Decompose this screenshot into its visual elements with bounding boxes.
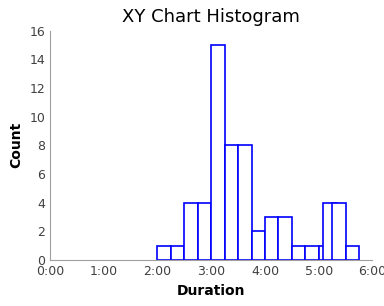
- Bar: [292, 246, 305, 260]
- Bar: [238, 145, 252, 260]
- Bar: [346, 246, 359, 260]
- Bar: [323, 203, 337, 260]
- Y-axis label: Count: Count: [10, 122, 24, 169]
- Bar: [184, 203, 198, 260]
- Title: XY Chart Histogram: XY Chart Histogram: [122, 8, 300, 26]
- Bar: [319, 246, 332, 260]
- Bar: [332, 203, 346, 260]
- Bar: [265, 217, 278, 260]
- Bar: [157, 246, 171, 260]
- X-axis label: Duration: Duration: [177, 284, 245, 297]
- Bar: [305, 246, 319, 260]
- Bar: [198, 203, 211, 260]
- Bar: [171, 246, 184, 260]
- Bar: [252, 231, 265, 260]
- Bar: [225, 145, 238, 260]
- Bar: [211, 45, 225, 260]
- Bar: [278, 217, 292, 260]
